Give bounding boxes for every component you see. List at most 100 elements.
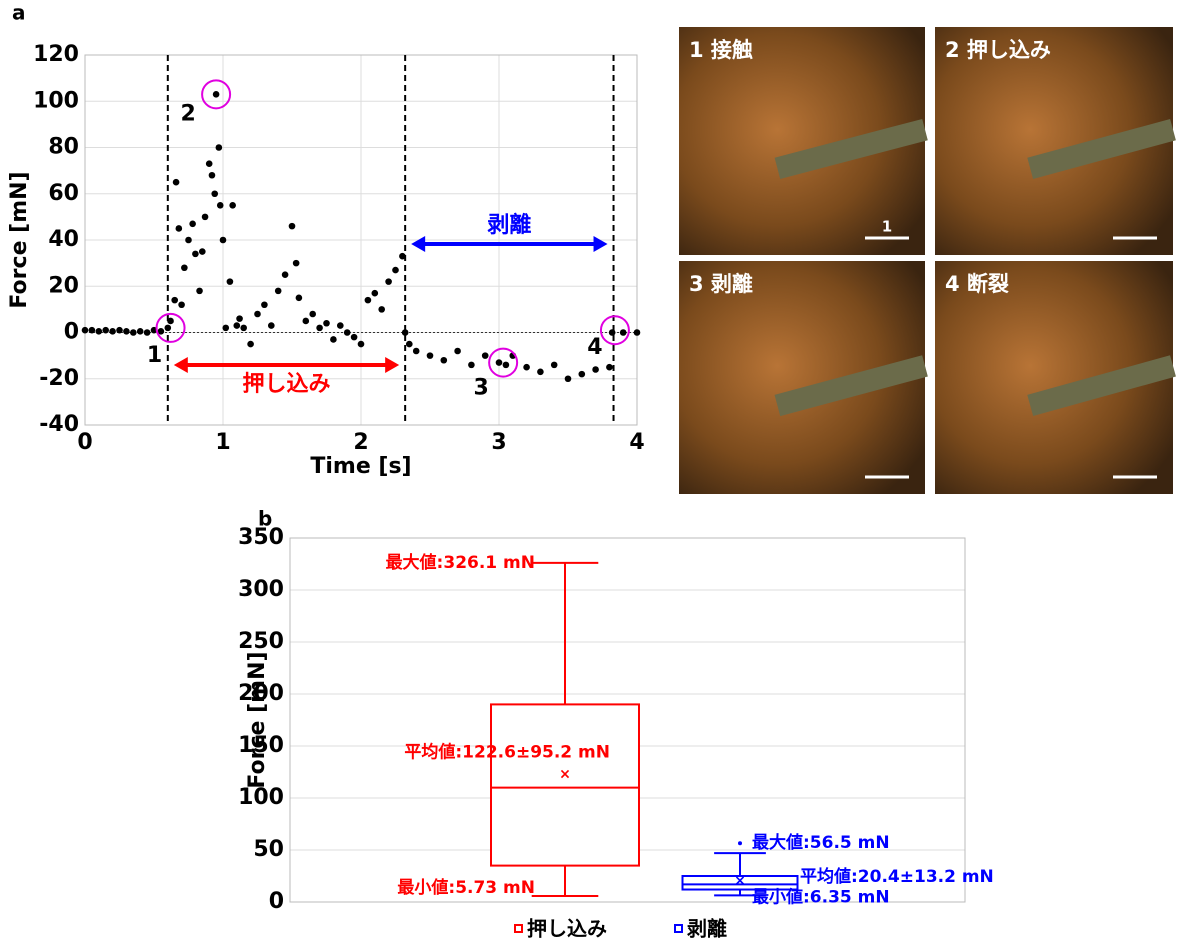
data-point bbox=[167, 318, 174, 325]
data-point bbox=[144, 329, 151, 336]
data-point bbox=[385, 278, 392, 285]
y-tick-label: 300 bbox=[238, 577, 284, 602]
data-point bbox=[189, 221, 196, 228]
data-point bbox=[427, 352, 434, 359]
y-tick-label: 40 bbox=[48, 227, 79, 252]
data-point bbox=[268, 322, 275, 329]
data-point bbox=[213, 91, 220, 98]
data-point bbox=[176, 225, 183, 232]
data-point bbox=[344, 329, 351, 336]
data-point bbox=[229, 202, 236, 209]
event-circle bbox=[489, 349, 517, 377]
mean-marker: × bbox=[734, 873, 746, 889]
data-point bbox=[261, 301, 268, 308]
photo-label: 3 剥離 bbox=[689, 272, 753, 296]
data-point bbox=[82, 327, 89, 334]
y-tick-label: 80 bbox=[48, 135, 79, 160]
data-point bbox=[303, 318, 310, 325]
mean-marker: × bbox=[559, 766, 571, 782]
data-point bbox=[185, 237, 192, 244]
data-point bbox=[309, 311, 316, 318]
photo-label: 2 押し込み bbox=[945, 38, 1051, 62]
data-point bbox=[171, 297, 178, 304]
arrow-head bbox=[174, 357, 188, 373]
scale-label: 1 bbox=[882, 218, 892, 236]
phase-label: 押し込み bbox=[242, 371, 330, 397]
x-tick-label: 3 bbox=[491, 430, 506, 455]
y-axis-title: Force [mN] bbox=[7, 171, 32, 308]
legend-label: 押し込み bbox=[527, 917, 607, 941]
data-point bbox=[247, 341, 254, 348]
data-point bbox=[468, 362, 475, 369]
data-point bbox=[606, 364, 613, 371]
phase-label: 剥離 bbox=[487, 212, 531, 238]
data-point bbox=[634, 329, 641, 336]
data-point bbox=[165, 325, 172, 332]
data-point bbox=[254, 311, 261, 318]
data-point bbox=[413, 348, 420, 355]
data-point bbox=[496, 359, 503, 366]
event-label: 1 bbox=[147, 343, 162, 368]
arrow-head bbox=[594, 236, 608, 252]
value-label: 平均値:20.4±13.2 mN bbox=[800, 866, 994, 887]
x-tick-label: 4 bbox=[629, 430, 644, 455]
data-point bbox=[96, 328, 103, 335]
data-point bbox=[199, 248, 206, 255]
data-point bbox=[196, 288, 203, 295]
data-point bbox=[192, 251, 199, 258]
x-axis-title: Time [s] bbox=[310, 454, 411, 479]
data-point bbox=[282, 271, 289, 278]
data-point bbox=[236, 315, 243, 322]
data-point bbox=[222, 325, 229, 332]
data-point bbox=[523, 364, 530, 371]
value-label: 最小値:6.35 mN bbox=[752, 886, 890, 907]
data-point bbox=[296, 295, 303, 302]
data-point bbox=[220, 237, 227, 244]
y-tick-label: 0 bbox=[64, 320, 79, 345]
event-label: 3 bbox=[473, 376, 488, 401]
data-point bbox=[217, 202, 224, 209]
data-point bbox=[209, 172, 216, 179]
data-point bbox=[351, 334, 358, 341]
x-tick-label: 2 bbox=[353, 430, 368, 455]
y-tick-label: -40 bbox=[39, 412, 79, 437]
arrow-head bbox=[411, 236, 425, 252]
data-point bbox=[109, 328, 116, 335]
data-point bbox=[482, 352, 489, 359]
data-point bbox=[289, 223, 296, 230]
data-point bbox=[216, 144, 223, 151]
photo-label: 4 断裂 bbox=[945, 272, 1009, 296]
data-point bbox=[503, 362, 510, 369]
data-point bbox=[330, 336, 337, 343]
data-point bbox=[372, 290, 379, 297]
data-point bbox=[240, 325, 247, 332]
y-tick-label: 60 bbox=[48, 181, 79, 206]
box bbox=[491, 704, 639, 865]
data-point bbox=[234, 322, 241, 329]
value-label: 最小値:5.73 mN bbox=[397, 877, 535, 898]
data-point bbox=[454, 348, 461, 355]
x-tick-label: 1 bbox=[215, 430, 230, 455]
data-point bbox=[130, 329, 137, 336]
data-point bbox=[206, 160, 213, 167]
arrow-head bbox=[385, 357, 399, 373]
event-label: 2 bbox=[180, 101, 195, 126]
value-label: 最大値:56.5 mN bbox=[752, 832, 890, 853]
y-tick-label: 250 bbox=[238, 629, 284, 654]
data-point bbox=[406, 341, 413, 348]
data-point bbox=[337, 322, 344, 329]
data-point bbox=[323, 320, 330, 327]
data-point bbox=[275, 288, 282, 295]
data-point bbox=[316, 325, 323, 332]
data-point bbox=[137, 328, 144, 335]
data-point bbox=[441, 357, 448, 364]
data-point bbox=[202, 214, 209, 221]
panel-label: a bbox=[12, 1, 26, 25]
y-tick-label: 0 bbox=[269, 889, 284, 914]
data-point bbox=[102, 327, 109, 334]
data-point bbox=[378, 306, 385, 313]
page: a b -40-2002040608010012001234Time [s]Fo… bbox=[0, 0, 1179, 950]
data-point bbox=[211, 190, 218, 197]
data-point bbox=[365, 297, 372, 304]
data-point bbox=[579, 371, 586, 378]
